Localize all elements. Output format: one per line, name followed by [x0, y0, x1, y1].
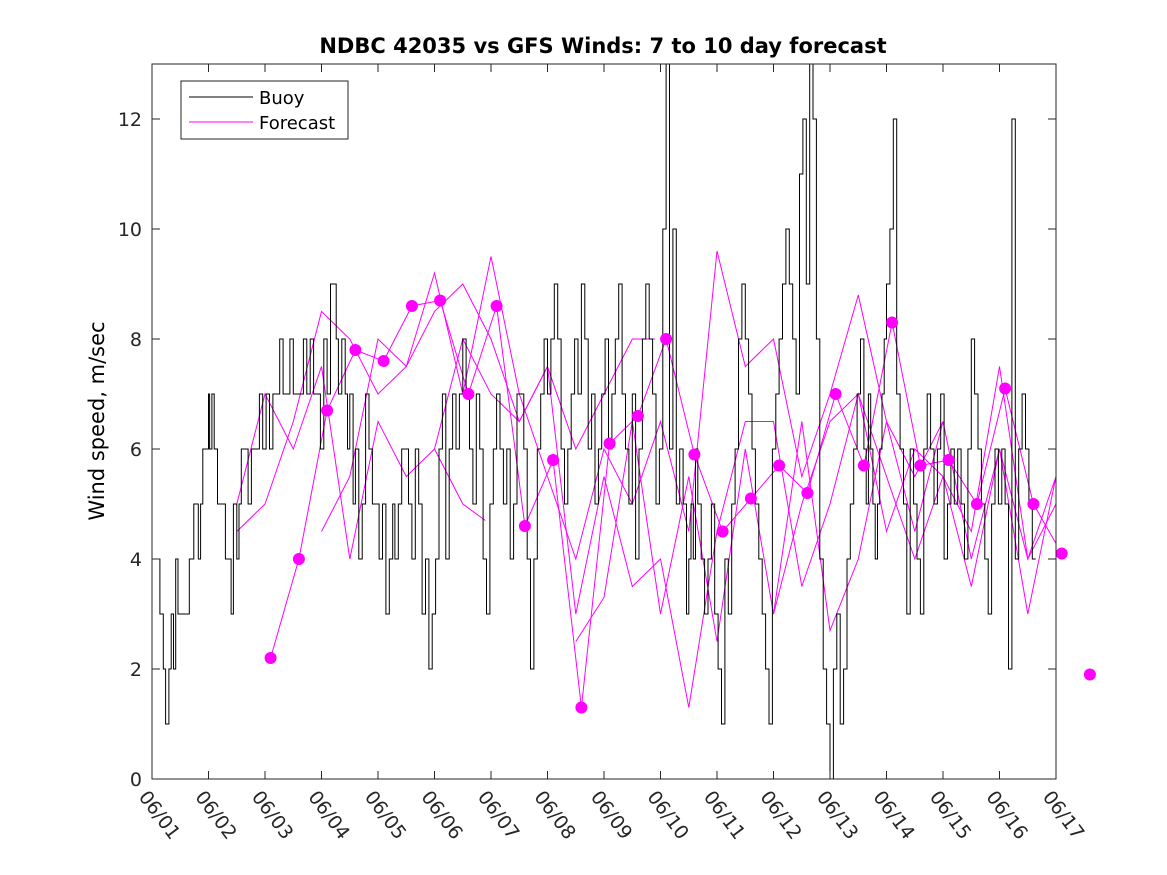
forecast-marker [1055, 547, 1068, 560]
forecast-marker [575, 701, 588, 714]
y-tick-label: 6 [130, 439, 142, 461]
forecast-marker [631, 410, 644, 422]
forecast-marker [377, 355, 390, 367]
forecast-marker [490, 300, 503, 312]
forecast-marker [914, 459, 927, 472]
forecast-marker [518, 520, 531, 532]
forecast-marker [434, 294, 447, 307]
forecast-marker [660, 333, 673, 345]
y-tick-label: 2 [130, 659, 142, 681]
forecast-marker [801, 487, 814, 499]
forecast-marker [1027, 498, 1040, 510]
forecast-marker [547, 454, 560, 466]
forecast-marker [744, 492, 757, 505]
legend-buoy-label: Buoy [259, 88, 305, 109]
plot-area [156, 64, 1096, 779]
forecast-marker [942, 454, 955, 466]
forecast-marker [321, 404, 334, 417]
buoy-line [156, 64, 1036, 779]
forecast-marker [773, 459, 786, 472]
forecast-marker [999, 382, 1012, 395]
forecast-line-2 [236, 366, 486, 560]
y-axis-label: Wind speed, m/sec [85, 321, 109, 520]
forecast-marker [292, 553, 305, 565]
y-tick-label: 8 [130, 329, 142, 351]
y-tick-label: 0 [130, 769, 142, 791]
forecast-marker [688, 448, 701, 461]
legend: Buoy Forecast [180, 80, 349, 140]
y-tick-label: 4 [130, 549, 142, 571]
forecast-marker [829, 388, 842, 400]
forecast-marker [886, 316, 899, 329]
y-tick-label: 10 [118, 219, 142, 241]
forecast-line-6 [575, 421, 1056, 642]
forecast-marker [349, 344, 362, 356]
forecast-line-7 [773, 393, 1056, 615]
forecast-marker [716, 525, 729, 538]
forecast-line-1 [236, 283, 655, 532]
legend-box [180, 80, 349, 140]
forecast-marker [1083, 668, 1096, 681]
chart-title: NDBC 42035 vs GFS Winds: 7 to 10 day for… [319, 34, 886, 58]
legend-forecast-label: Forecast [259, 113, 335, 134]
forecast-marker [857, 459, 870, 472]
forecast-marker [603, 437, 616, 450]
forecast-marker [462, 388, 475, 400]
y-tick-label: 12 [118, 109, 142, 131]
forecast-marker [970, 498, 983, 510]
forecast-marker [405, 300, 418, 312]
forecast-marker [264, 652, 277, 664]
